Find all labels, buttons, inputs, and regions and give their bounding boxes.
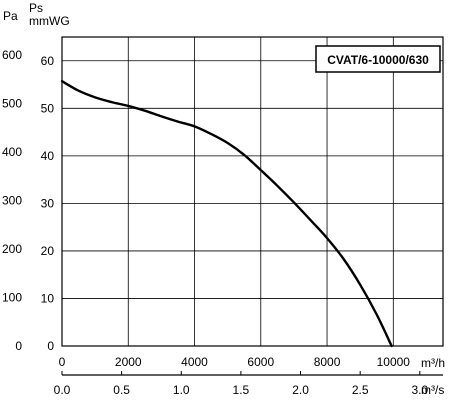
x-tick-label-m3s: 2.5: [352, 383, 369, 397]
y-tick-label-pa: 500: [2, 97, 22, 111]
y-tick-label-mmwg: 30: [41, 196, 55, 210]
y-right-unit-bottom: mmWG: [29, 14, 70, 28]
y-tick-label-mmwg: 10: [41, 291, 55, 305]
legend-label: CVAT/6-10000/630: [327, 53, 429, 67]
x-tick-label-m3s: 1.5: [233, 383, 250, 397]
legend-box: [315, 45, 441, 73]
plot-frame: [61, 36, 444, 347]
y-tick-label-mmwg: 0: [47, 339, 54, 353]
x-tick-label-m3s: 0.0: [54, 383, 71, 397]
y-right-unit-top: Ps: [29, 1, 43, 15]
x-tick-label-m3h: 4000: [181, 355, 208, 369]
x-bottom-unit: m³/s: [421, 383, 444, 397]
y-tick-label-mmwg: 60: [41, 54, 55, 68]
x-tick-label-m3s: 3.0: [411, 383, 428, 397]
y-tick-label-pa: 100: [2, 291, 22, 305]
y-tick-label-mmwg: 50: [41, 101, 55, 115]
x-tick-label-m3h: 10000: [377, 355, 411, 369]
y-tick-label-pa: 200: [2, 242, 22, 256]
y-tick-label-mmwg: 40: [41, 149, 55, 163]
x-axis-m3s: 0.0 0.5 1.0 1.5 2.0 2.5 3.0: [54, 371, 443, 397]
x-tick-label-m3h: 6000: [247, 355, 274, 369]
grid: [61, 37, 443, 347]
x-tick-label-m3h: 2000: [115, 355, 142, 369]
y-tick-label-mmwg: 20: [41, 244, 55, 258]
x-tick-label-m3h: 8000: [314, 355, 341, 369]
x-top-unit: m³/h: [421, 356, 445, 370]
y-tick-label-pa: 600: [2, 48, 22, 62]
x-tick-label-m3s: 1.0: [173, 383, 190, 397]
y-tick-label-pa: 300: [2, 194, 22, 208]
y-tick-label-pa: 0: [15, 339, 22, 353]
x-axis-m3h-labels: 0 2000 4000 6000 8000 10000: [59, 355, 411, 369]
y-tick-label-pa: 400: [2, 145, 22, 159]
y-axis-pa-labels: 600 500 400 300 200 100 0: [2, 48, 22, 353]
x-tick-label-m3s: 0.5: [113, 383, 130, 397]
y-left-unit: Pa: [3, 9, 18, 23]
series-line: [60, 80, 393, 348]
x-tick-label-m3s: 2.0: [292, 383, 309, 397]
y-axis-mmwg-labels: 60 50 40 30 20 10 0: [41, 54, 55, 353]
x-tick-label-m3h: 0: [59, 355, 66, 369]
